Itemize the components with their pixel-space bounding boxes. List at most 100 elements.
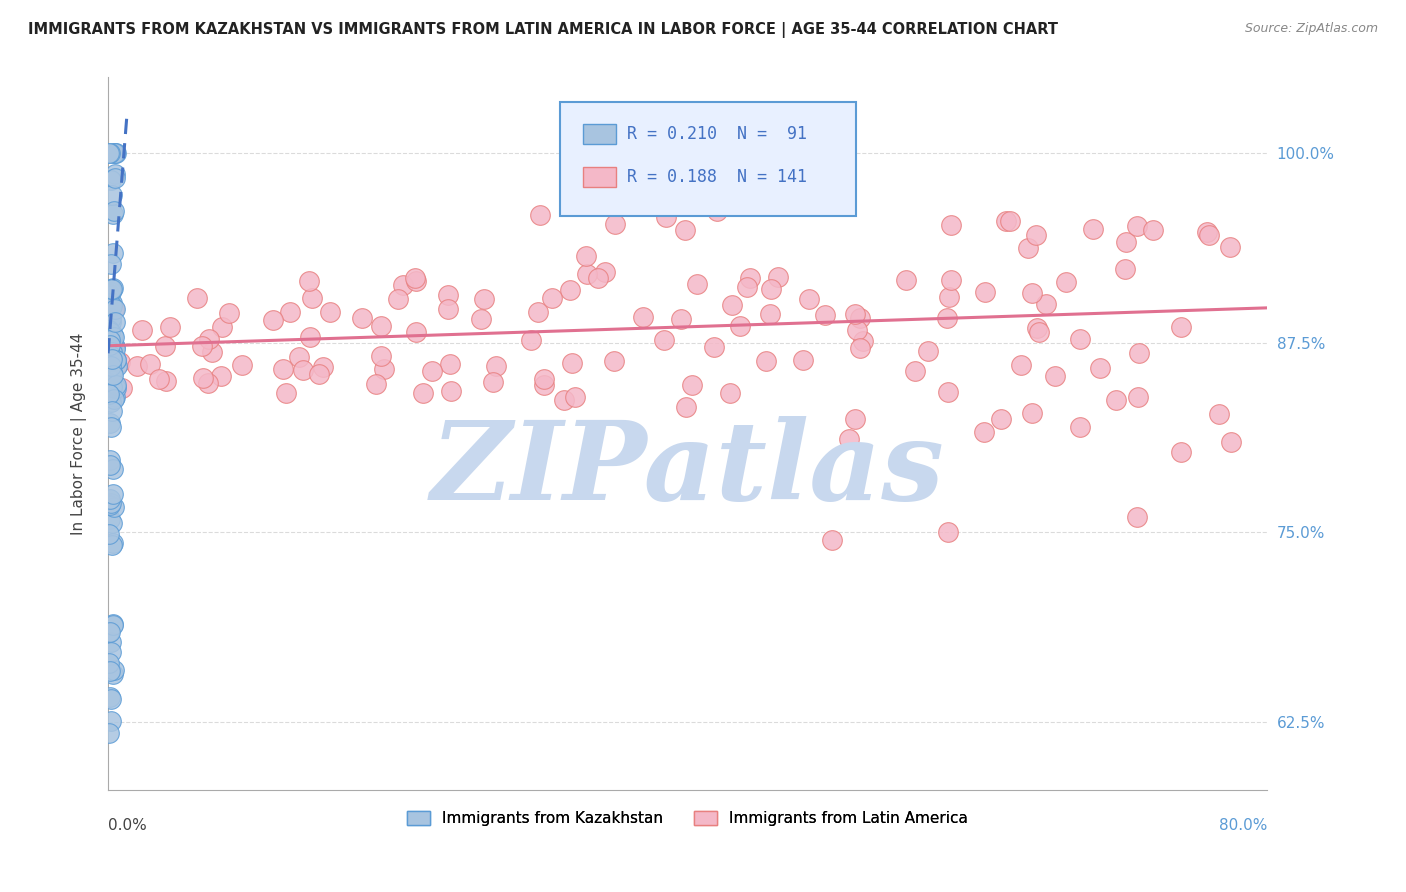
Point: [100, 282, 122, 296]
Point: [105, 381, 128, 395]
Point: [1025, 228, 1047, 243]
Point: [533, 378, 555, 392]
Point: [564, 390, 586, 404]
Point: [472, 292, 495, 306]
Point: [917, 343, 939, 358]
Point: [593, 265, 616, 279]
Point: [299, 330, 322, 344]
Point: [148, 372, 170, 386]
Point: [792, 353, 814, 368]
Point: [101, 296, 124, 310]
Point: [98, 624, 121, 639]
Point: [529, 208, 551, 222]
Point: [98, 146, 121, 161]
Point: [100, 378, 122, 392]
Point: [603, 354, 626, 368]
Point: [312, 360, 335, 375]
Point: [998, 214, 1021, 228]
Point: [682, 378, 704, 392]
Text: 80.0%: 80.0%: [1219, 819, 1267, 833]
Point: [370, 318, 392, 333]
Point: [370, 349, 392, 363]
Point: [201, 345, 224, 359]
Point: [405, 325, 427, 339]
Point: [849, 311, 872, 326]
Point: [98, 690, 121, 704]
Point: [520, 334, 543, 348]
Point: [852, 334, 875, 349]
Point: [101, 327, 124, 342]
Point: [98, 452, 121, 467]
Point: [904, 363, 927, 377]
Text: R = 0.210  N =  91: R = 0.210 N = 91: [627, 126, 807, 144]
Point: [101, 351, 124, 366]
Point: [814, 308, 837, 322]
Point: [101, 327, 124, 342]
Point: [98, 337, 121, 351]
Point: [1105, 393, 1128, 408]
Point: [98, 360, 121, 375]
Point: [553, 392, 575, 407]
Point: [139, 357, 162, 371]
Point: [319, 305, 342, 319]
Point: [308, 368, 330, 382]
Point: [100, 645, 122, 659]
Point: [838, 432, 860, 446]
Point: [575, 249, 598, 263]
Point: [101, 516, 124, 531]
Text: IMMIGRANTS FROM KAZAKHSTAN VS IMMIGRANTS FROM LATIN AMERICA IN LABOR FORCE | AGE: IMMIGRANTS FROM KAZAKHSTAN VS IMMIGRANTS…: [28, 22, 1059, 38]
Point: [1208, 407, 1230, 421]
Point: [97, 726, 120, 740]
Point: [103, 500, 125, 514]
Point: [103, 330, 125, 344]
Point: [1043, 368, 1066, 383]
Point: [101, 363, 124, 377]
Point: [104, 340, 127, 354]
Point: [939, 218, 962, 232]
Point: [440, 384, 463, 398]
Point: [761, 282, 783, 296]
Point: [101, 188, 124, 202]
Point: [1115, 235, 1137, 249]
Point: [652, 333, 675, 347]
Point: [101, 207, 124, 221]
Point: [111, 381, 134, 395]
Point: [98, 526, 121, 541]
Point: [100, 491, 122, 506]
Point: [193, 371, 215, 385]
Point: [100, 172, 122, 186]
Point: [101, 341, 124, 355]
Point: [1021, 285, 1043, 300]
Point: [1114, 262, 1136, 277]
Y-axis label: In Labor Force | Age 35-44: In Labor Force | Age 35-44: [72, 333, 87, 535]
Point: [98, 664, 121, 678]
Point: [197, 376, 219, 391]
Point: [470, 312, 492, 326]
Point: [540, 291, 562, 305]
Point: [936, 385, 959, 400]
Point: [938, 290, 960, 304]
Point: [292, 363, 315, 377]
Point: [718, 386, 741, 401]
Point: [437, 302, 460, 317]
Point: [100, 310, 122, 325]
Point: [1069, 420, 1091, 434]
Point: [100, 282, 122, 296]
Point: [737, 280, 759, 294]
Point: [98, 343, 121, 358]
Point: [633, 310, 655, 324]
Point: [896, 273, 918, 287]
Point: [278, 305, 301, 319]
Point: [101, 618, 124, 632]
Point: [98, 346, 121, 360]
Point: [844, 306, 866, 320]
Point: [127, 359, 149, 373]
Point: [1126, 390, 1149, 404]
Point: [1083, 222, 1105, 236]
Point: [104, 302, 127, 317]
Point: [1028, 325, 1050, 339]
Point: [98, 458, 121, 472]
Point: [845, 323, 868, 337]
Point: [100, 714, 122, 728]
Point: [231, 358, 253, 372]
